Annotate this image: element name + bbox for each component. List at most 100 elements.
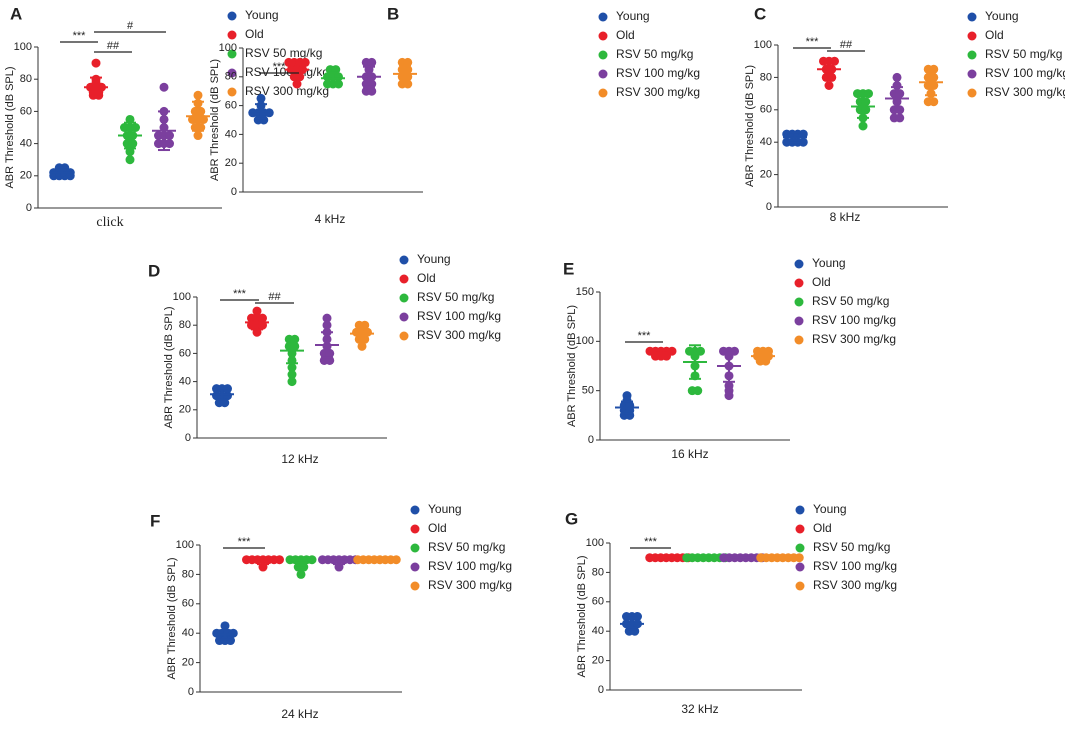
y-tick-label: 100 (219, 42, 237, 54)
data-point (724, 391, 734, 401)
legend-label: Old (985, 28, 1004, 42)
legend-marker (794, 297, 804, 307)
legend-marker (227, 87, 237, 97)
data-point (367, 57, 377, 67)
legend-label: Old (428, 521, 447, 535)
significance-label: ## (268, 291, 281, 303)
y-tick-label: 80 (592, 566, 604, 578)
legend-label: RSV 100 mg/kg (985, 66, 1065, 80)
y-tick-label: 60 (20, 105, 32, 117)
legend-marker (598, 31, 608, 41)
legend-marker (598, 88, 608, 98)
legend-marker (795, 581, 805, 591)
panel-letter: B (387, 4, 399, 23)
legend-label: Old (245, 27, 264, 41)
legend-marker (399, 293, 409, 303)
legend-label: RSV 300 mg/kg (985, 85, 1065, 99)
legend-label: Young (417, 252, 451, 266)
data-point (391, 555, 401, 565)
significance-label: *** (806, 36, 820, 48)
legend-label: Old (616, 28, 635, 42)
legend-label: Young (813, 502, 847, 516)
panel: F 0 20 40 60 80 100 ABR Threshold (dB SPL) 24 kH… (150, 502, 512, 721)
data-point (193, 90, 203, 100)
panel: A 0 20 40 60 80 100 ABR Threshold (dB SPL) click… (4, 4, 329, 230)
panel-letter: D (148, 261, 160, 280)
legend-marker (227, 49, 237, 59)
legend-marker (399, 274, 409, 284)
panel-letter: G (565, 509, 578, 528)
y-tick-label: 80 (182, 568, 194, 580)
legend-marker (410, 543, 420, 553)
legend-marker (227, 30, 237, 40)
significance-label: ## (107, 40, 120, 52)
y-tick-label: 40 (20, 138, 32, 150)
data-point (275, 555, 284, 565)
x-axis-label: click (96, 215, 123, 230)
data-point (292, 79, 302, 89)
y-tick-label: 80 (225, 71, 237, 83)
significance-label: *** (273, 61, 287, 73)
y-axis-label: ABR Threshold (dB SPL) (566, 305, 578, 427)
y-tick-label: 40 (225, 128, 237, 140)
data-point (864, 89, 873, 99)
legend-label: RSV 300 mg/kg (616, 85, 700, 99)
y-tick-label: 0 (598, 684, 604, 696)
legend-marker (967, 50, 977, 60)
data-point (824, 81, 834, 90)
legend-marker (967, 69, 977, 79)
legend-label: RSV 100 mg/kg (812, 313, 896, 327)
legend-label: Young (812, 256, 846, 270)
legend-marker (410, 562, 420, 572)
y-tick-label: 40 (182, 627, 194, 639)
legend-marker (795, 562, 805, 572)
y-tick-label: 0 (188, 686, 194, 698)
data-point (367, 86, 377, 96)
y-tick-label: 60 (182, 598, 194, 610)
x-axis-label: 16 kHz (671, 447, 708, 461)
y-tick-label: 100 (576, 335, 594, 347)
data-point (363, 327, 372, 337)
legend-marker (399, 331, 409, 341)
legend-marker (795, 524, 805, 534)
panel-letter: E (563, 259, 574, 278)
panel-letter: C (754, 4, 766, 23)
data-point (895, 113, 905, 123)
legend-label: RSV 50 mg/kg (417, 290, 494, 304)
y-tick-label: 60 (225, 100, 237, 112)
y-tick-label: 40 (179, 376, 191, 388)
data-point (287, 377, 297, 387)
x-axis-label: 24 kHz (281, 707, 318, 721)
y-tick-label: 80 (20, 73, 32, 85)
legend-label: RSV 50 mg/kg (245, 46, 322, 60)
data-point (322, 320, 332, 330)
legend-marker (410, 524, 420, 534)
legend-marker (227, 11, 237, 21)
legend-marker (399, 312, 409, 322)
data-point (322, 313, 332, 323)
data-point (798, 137, 808, 147)
y-tick-label: 80 (179, 319, 191, 331)
significance-label: *** (233, 288, 247, 300)
data-point (159, 82, 169, 92)
legend-label: Old (813, 521, 832, 535)
significance-label: ## (840, 39, 853, 51)
legend-marker (795, 505, 805, 515)
legend-marker (967, 31, 977, 41)
data-point (693, 386, 703, 396)
panel: C 0 20 40 60 80 100 ABR Threshold (dB SPL) 8 kHz… (744, 4, 1065, 224)
data-point (929, 97, 939, 107)
legend-label: RSV 300 mg/kg (812, 332, 896, 346)
significance-label: # (127, 20, 134, 32)
legend-label: Old (417, 271, 436, 285)
significance-label: *** (73, 30, 87, 42)
data-point (252, 306, 262, 316)
data-point (357, 341, 367, 351)
legend-marker (794, 335, 804, 345)
y-tick-label: 0 (588, 434, 594, 446)
legend-label: RSV 300 mg/kg (813, 578, 897, 592)
legend-marker (399, 255, 409, 265)
y-tick-label: 100 (173, 291, 191, 303)
legend-label: Young (245, 8, 279, 22)
